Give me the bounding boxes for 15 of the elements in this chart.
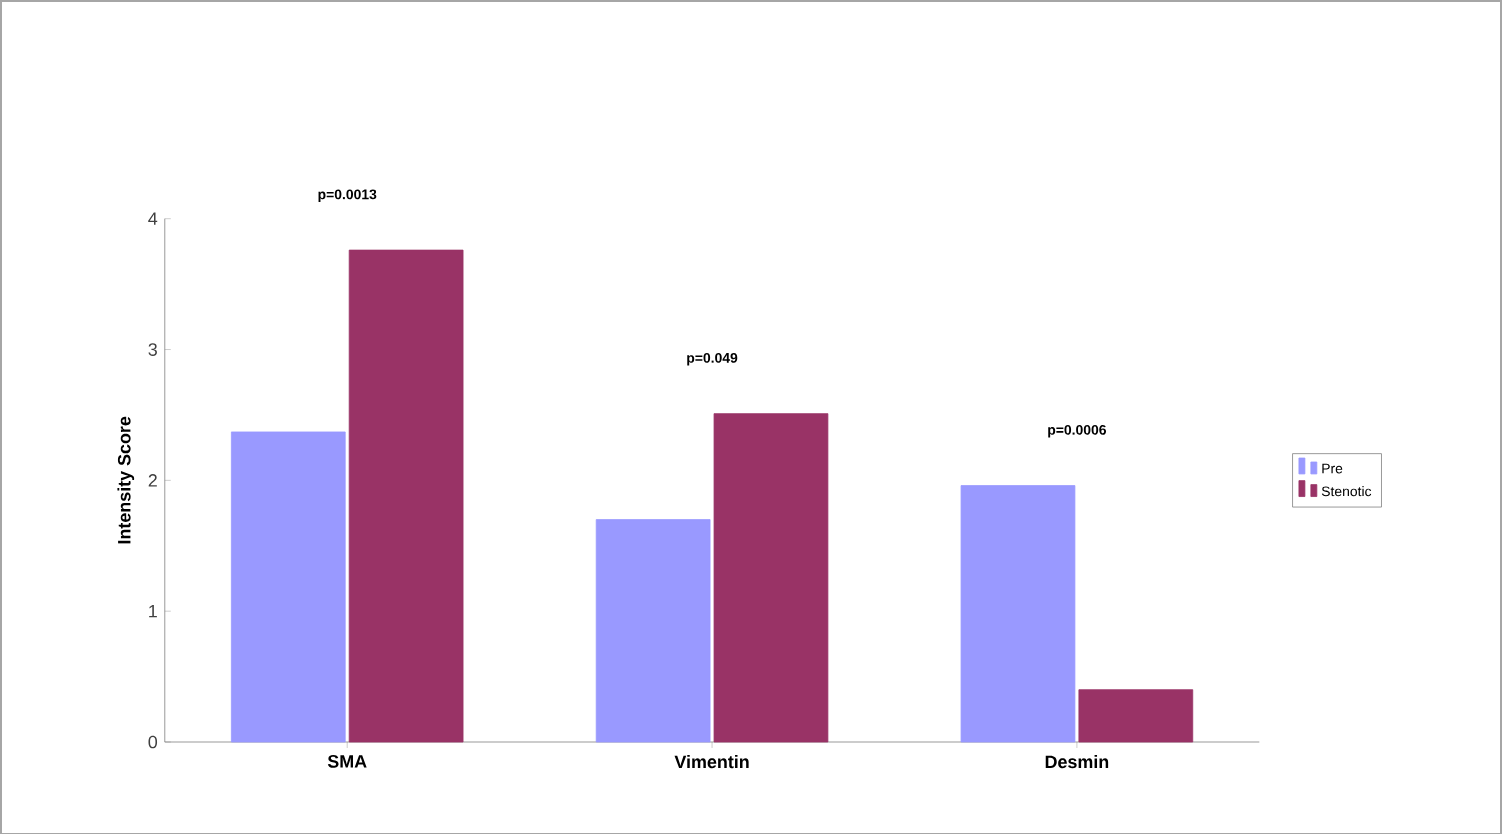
y-tick-label: 0 <box>148 735 158 748</box>
x-tick-label: Desmin <box>1045 754 1109 768</box>
bar <box>713 412 829 742</box>
bar <box>595 518 711 742</box>
y-tick-label: 2 <box>148 473 157 487</box>
y-tick-label: 1 <box>149 604 157 617</box>
bar <box>960 484 1076 742</box>
x-tick-label: SMA <box>327 754 367 768</box>
y-tick-label: 4 <box>148 212 158 225</box>
bar <box>1078 688 1194 742</box>
y-axis-title: Intensity Score <box>117 416 135 543</box>
x-tick-label: Vimentin <box>674 754 749 768</box>
bar <box>348 249 464 742</box>
bar <box>230 431 346 742</box>
y-tick-label: 3 <box>148 342 157 356</box>
